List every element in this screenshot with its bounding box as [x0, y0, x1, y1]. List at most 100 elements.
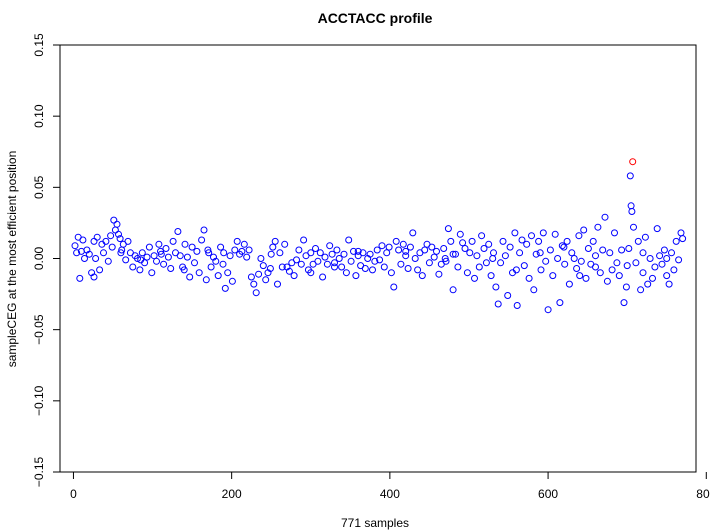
data-point — [137, 256, 145, 264]
data-point — [471, 274, 478, 282]
data-point — [634, 237, 642, 245]
data-point — [81, 255, 88, 262]
data-point — [608, 266, 616, 274]
data-point — [293, 256, 300, 264]
data-point — [459, 239, 467, 247]
data-point — [240, 240, 248, 248]
data-point — [530, 286, 538, 294]
data-point — [85, 250, 93, 258]
data-point — [247, 273, 255, 281]
data-point — [243, 253, 251, 261]
x-tick-label: 800 — [696, 487, 710, 501]
data-point — [677, 229, 685, 237]
data-point — [525, 274, 533, 282]
data-point — [601, 213, 609, 221]
data-point — [180, 266, 188, 274]
data-point — [494, 300, 502, 308]
data-point — [129, 263, 137, 271]
data-point — [551, 230, 559, 238]
data-point — [653, 225, 661, 233]
data-point — [646, 255, 654, 262]
data-point — [186, 273, 194, 281]
data-point — [371, 257, 379, 265]
data-point — [452, 250, 459, 258]
data-point — [428, 243, 436, 251]
data-point — [528, 232, 535, 240]
data-point — [670, 266, 678, 274]
data-point — [176, 252, 184, 260]
data-point — [589, 237, 597, 245]
data-point — [319, 273, 327, 281]
data-point — [395, 246, 403, 254]
data-point — [570, 255, 578, 262]
data-point — [406, 243, 414, 251]
data-point — [345, 236, 353, 244]
data-point — [250, 280, 258, 288]
data-point — [369, 266, 376, 274]
data-point — [281, 240, 289, 248]
data-point — [116, 235, 124, 243]
data-point — [629, 158, 637, 166]
data-point — [651, 263, 659, 271]
data-point — [539, 229, 547, 237]
y-tick-label: −0.10 — [32, 385, 46, 416]
data-point — [307, 269, 315, 277]
data-point — [145, 243, 153, 251]
data-point — [433, 247, 440, 255]
data-point — [326, 242, 334, 250]
data-point — [321, 253, 329, 261]
y-tick-label: −0.05 — [32, 314, 46, 345]
data-point — [594, 223, 602, 231]
data-point — [537, 266, 545, 274]
data-point — [672, 237, 680, 245]
data-point — [347, 257, 355, 265]
data-point — [475, 263, 483, 271]
data-point — [90, 273, 98, 281]
data-points — [71, 158, 687, 314]
data-point — [592, 263, 599, 271]
data-point — [425, 259, 433, 267]
data-point — [174, 228, 182, 235]
data-point — [117, 249, 125, 257]
data-point — [542, 257, 550, 265]
data-point — [639, 269, 647, 277]
data-point — [497, 259, 505, 267]
data-point — [238, 247, 246, 255]
data-point — [76, 274, 84, 282]
data-point — [331, 263, 338, 271]
data-point — [193, 247, 201, 255]
data-point — [350, 247, 357, 255]
data-point — [411, 255, 419, 262]
data-point — [204, 246, 212, 254]
data-point — [466, 249, 474, 257]
data-point — [136, 266, 144, 274]
data-point — [487, 272, 495, 280]
data-point — [513, 302, 521, 309]
data-point — [414, 266, 422, 274]
data-point — [338, 263, 346, 271]
data-point — [563, 237, 571, 245]
data-point — [660, 246, 668, 254]
data-point — [490, 249, 497, 257]
y-axis-label: sampleCEG at the most efficient position — [5, 151, 19, 368]
data-point — [440, 245, 448, 252]
data-point — [274, 280, 281, 288]
data-point — [511, 229, 519, 237]
data-point — [663, 255, 671, 262]
data-point — [96, 266, 104, 274]
data-point — [418, 272, 426, 280]
data-point — [473, 252, 481, 260]
data-point — [150, 252, 158, 260]
data-point — [124, 237, 132, 245]
data-point — [148, 269, 156, 277]
data-point — [155, 240, 163, 248]
data-point — [328, 250, 336, 258]
data-point — [663, 272, 671, 280]
data-point — [449, 250, 457, 258]
data-point — [138, 249, 146, 257]
data-point — [266, 265, 274, 272]
data-point — [611, 229, 618, 237]
data-point — [623, 262, 631, 270]
data-point — [300, 236, 308, 244]
data-point — [506, 243, 514, 251]
